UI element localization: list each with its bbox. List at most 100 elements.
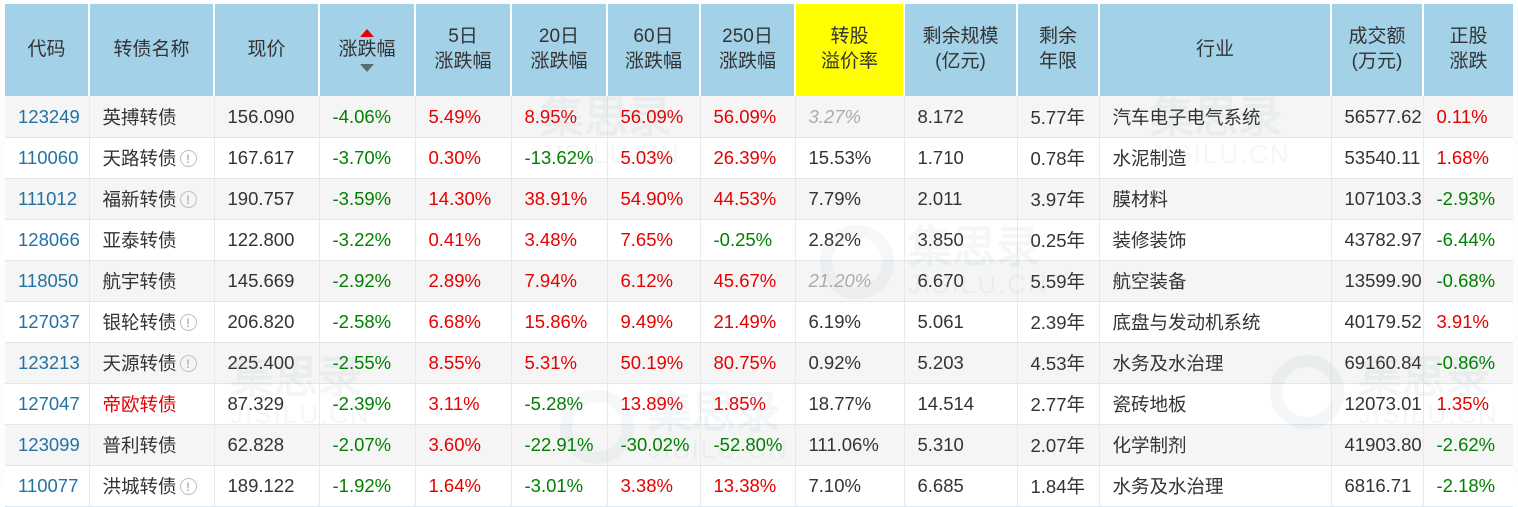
bond-code-link[interactable]: 123099 xyxy=(18,433,80,455)
bond-code-link[interactable]: 118050 xyxy=(18,269,79,291)
bond-name-link[interactable]: 洪城转债 xyxy=(102,475,177,497)
header-remaining-years[interactable]: 剩余 年限 xyxy=(1017,4,1100,97)
change-250d-cell: 45.67% xyxy=(700,260,796,302)
change-60d-cell: -30.02% xyxy=(607,424,701,466)
header-stock-change[interactable]: 正股 涨跌 xyxy=(1423,4,1513,97)
change-60d-cell: 54.90% xyxy=(607,178,701,220)
change-250d-cell: 80.75% xyxy=(700,342,796,384)
bond-name-link[interactable]: 帝欧转债 xyxy=(102,393,177,415)
change-20d-cell: -5.28% xyxy=(511,383,608,425)
change-5d-cell: 3.60% xyxy=(415,424,512,466)
conversion-premium-cell: 2.82% xyxy=(795,219,905,261)
change-20d-cell: -3.01% xyxy=(511,465,608,507)
bond-name-link[interactable]: 亚泰转债 xyxy=(102,229,177,251)
bond-name-link[interactable]: 银轮转债 xyxy=(102,311,177,333)
header-code[interactable]: 代码 xyxy=(5,4,90,97)
bond-name-link[interactable]: 航宇转债 xyxy=(102,270,177,292)
change-cell: -2.92% xyxy=(319,260,416,302)
price-cell: 87.329 xyxy=(214,383,320,425)
bond-code-link[interactable]: 127047 xyxy=(18,392,80,414)
remaining-years-cell: 0.25年 xyxy=(1017,219,1100,261)
code-cell: 128066 xyxy=(5,219,90,261)
turnover-cell: 13599.90 xyxy=(1331,260,1424,302)
change-20d-cell: 38.91% xyxy=(511,178,608,220)
conversion-premium-cell: 21.20% xyxy=(795,260,905,302)
bond-code-link[interactable]: 128066 xyxy=(18,228,80,250)
change-5d-cell: 5.49% xyxy=(415,96,512,138)
change-60d-cell: 50.19% xyxy=(607,342,701,384)
info-icon[interactable]: ! xyxy=(179,150,197,168)
info-icon[interactable]: ! xyxy=(179,191,197,209)
bond-code-link[interactable]: 123213 xyxy=(18,351,80,373)
header-change-250d[interactable]: 250日 涨跌幅 xyxy=(700,4,796,97)
table-row: 118050 航宇转债! 145.669 -2.92% 2.89% 7.94% … xyxy=(5,260,1513,302)
turnover-cell: 69160.84 xyxy=(1331,342,1424,384)
bond-code-link[interactable]: 127037 xyxy=(18,310,80,332)
header-turnover[interactable]: 成交额 (万元) xyxy=(1331,4,1424,97)
table-row: 111012 福新转债! 190.757 -3.59% 14.30% 38.91… xyxy=(5,178,1513,220)
header-price[interactable]: 现价 xyxy=(214,4,320,97)
header-change-5d[interactable]: 5日 涨跌幅 xyxy=(415,4,512,97)
bond-code-link[interactable]: 110060 xyxy=(18,146,79,168)
industry-cell: 瓷砖地板 xyxy=(1099,383,1332,425)
change-250d-cell: 56.09% xyxy=(700,96,796,138)
change-cell: -2.39% xyxy=(319,383,416,425)
change-20d-cell: -13.62% xyxy=(511,137,608,179)
conversion-premium-cell: 15.53% xyxy=(795,137,905,179)
bond-name-link[interactable]: 福新转债 xyxy=(102,188,177,210)
bond-name-link[interactable]: 英搏转债 xyxy=(102,106,177,128)
convertible-bond-table: 代码 转债名称 现价 涨跌幅 5日 涨跌幅 20日 涨跌幅 60日 涨跌幅 25… xyxy=(5,4,1513,507)
industry-cell: 航空装备 xyxy=(1099,260,1332,302)
sort-asc-icon[interactable] xyxy=(360,28,374,37)
remaining-years-cell: 2.39年 xyxy=(1017,301,1100,343)
bond-code-link[interactable]: 111012 xyxy=(18,187,77,209)
industry-cell: 化学制剂 xyxy=(1099,424,1332,466)
name-cell: 航宇转债! xyxy=(89,260,215,302)
change-250d-cell: 44.53% xyxy=(700,178,796,220)
name-cell: 普利转债! xyxy=(89,424,215,466)
conversion-premium-cell: 7.79% xyxy=(795,178,905,220)
stock-change-cell: -2.18% xyxy=(1423,465,1513,507)
bond-name-link[interactable]: 天路转债 xyxy=(102,147,177,169)
table-row: 123213 天源转债! 225.400 -2.55% 8.55% 5.31% … xyxy=(5,342,1513,384)
code-cell: 123099 xyxy=(5,424,90,466)
header-remaining-size[interactable]: 剩余规模 (亿元) xyxy=(904,4,1018,97)
name-cell: 福新转债! xyxy=(89,178,215,220)
change-cell: -3.70% xyxy=(319,137,416,179)
price-cell: 156.090 xyxy=(214,96,320,138)
header-industry[interactable]: 行业 xyxy=(1099,4,1332,97)
change-cell: -4.06% xyxy=(319,96,416,138)
conversion-premium-cell: 3.27% xyxy=(795,96,905,138)
header-bond-name[interactable]: 转债名称 xyxy=(89,4,215,97)
table-row: 128066 亚泰转债! 122.800 -3.22% 0.41% 3.48% … xyxy=(5,219,1513,261)
bond-code-link[interactable]: 110077 xyxy=(18,474,79,496)
sort-desc-icon[interactable] xyxy=(360,63,374,72)
info-icon[interactable]: ! xyxy=(179,314,197,332)
change-20d-cell: -22.91% xyxy=(511,424,608,466)
remaining-years-cell: 5.59年 xyxy=(1017,260,1100,302)
stock-change-cell: -2.62% xyxy=(1423,424,1513,466)
remaining-size-cell: 2.011 xyxy=(904,178,1018,220)
info-icon[interactable]: ! xyxy=(179,478,197,496)
bond-code-link[interactable]: 123249 xyxy=(18,105,80,127)
name-cell: 英搏转债! xyxy=(89,96,215,138)
name-cell: 银轮转债! xyxy=(89,301,215,343)
header-conversion-premium[interactable]: 转股 溢价率 xyxy=(795,4,905,97)
header-change-20d[interactable]: 20日 涨跌幅 xyxy=(511,4,608,97)
table-row: 127047 帝欧转债! 87.329 -2.39% 3.11% -5.28% … xyxy=(5,383,1513,425)
remaining-size-cell: 14.514 xyxy=(904,383,1018,425)
header-change-sorted[interactable]: 涨跌幅 xyxy=(319,4,416,97)
name-cell: 洪城转债! xyxy=(89,465,215,507)
remaining-years-cell: 5.77年 xyxy=(1017,96,1100,138)
bond-name-link[interactable]: 普利转债 xyxy=(102,434,177,456)
bond-name-link[interactable]: 天源转债 xyxy=(102,352,177,374)
header-change-60d[interactable]: 60日 涨跌幅 xyxy=(607,4,701,97)
change-cell: -3.22% xyxy=(319,219,416,261)
stock-change-cell: -0.68% xyxy=(1423,260,1513,302)
table-row: 123099 普利转债! 62.828 -2.07% 3.60% -22.91%… xyxy=(5,424,1513,466)
change-cell: -2.55% xyxy=(319,342,416,384)
change-250d-cell: 1.85% xyxy=(700,383,796,425)
turnover-cell: 40179.52 xyxy=(1331,301,1424,343)
info-icon[interactable]: ! xyxy=(179,355,197,373)
price-cell: 206.820 xyxy=(214,301,320,343)
